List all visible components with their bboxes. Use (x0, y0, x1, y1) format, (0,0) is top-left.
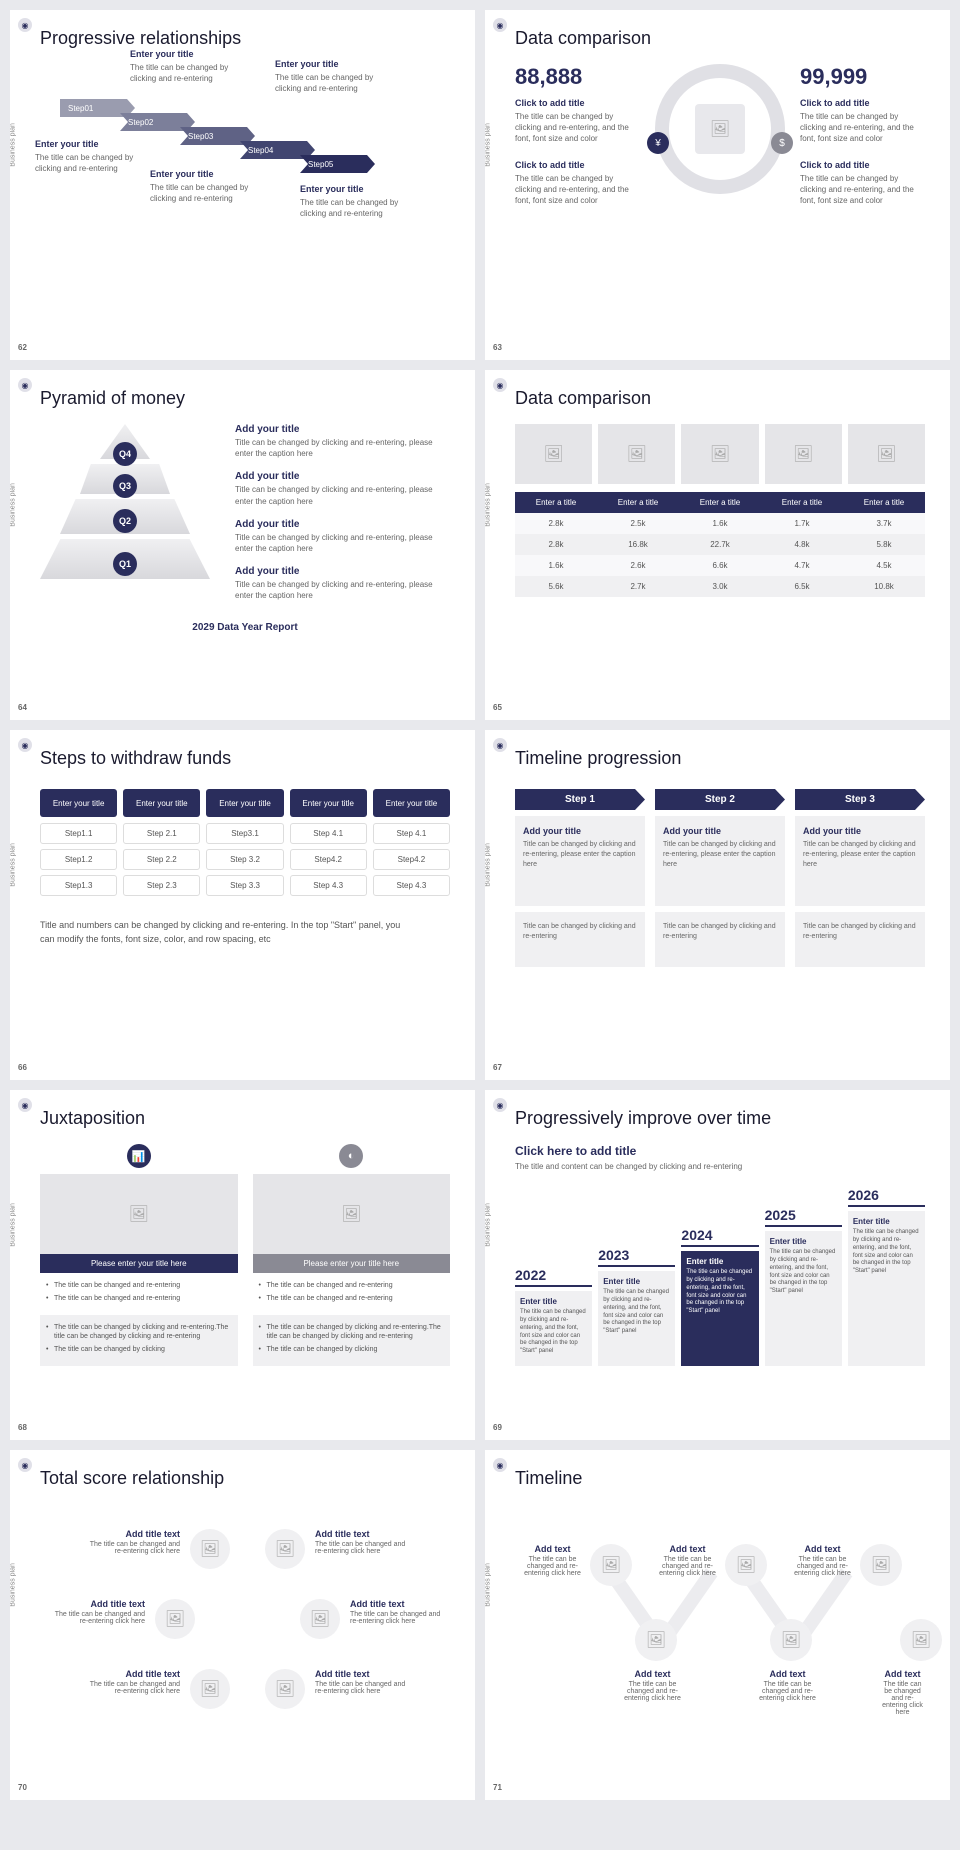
hexagon-diagram: 🖼 🖼 🖼 🖼 🖼 🖼 Add title textThe title can … (40, 1504, 450, 1754)
logo-icon: ◉ (18, 738, 32, 752)
page-number: 62 (18, 343, 27, 352)
logo-icon: ◉ (493, 1458, 507, 1472)
image-row: 🖼🖼🖼🖼🖼 (515, 424, 925, 484)
slide-69: ◉ Business plan 69 Progressively improve… (485, 1090, 950, 1440)
logo-icon: ◉ (18, 378, 32, 392)
arrow-chain: Enter your titleThe title can be changed… (40, 69, 450, 189)
logo-icon: ◉ (493, 18, 507, 32)
metric-right: 99,999 (800, 64, 925, 90)
timeline-steps: Step 1Add your titleTitle can be changed… (515, 789, 925, 967)
slide-63: ◉ Business plan 63 Data comparison 88,88… (485, 10, 950, 360)
pyramid-footer: 2029 Data Year Report (40, 622, 450, 633)
slide-65: ◉ Business plan 65 Data comparison 🖼🖼🖼🖼🖼… (485, 370, 950, 720)
footnote: Title and numbers can be changed by clic… (40, 919, 409, 946)
slide-title: Juxtaposition (40, 1108, 450, 1129)
arrow-step: Step05 (300, 155, 375, 173)
slide-title: Steps to withdraw funds (40, 748, 450, 769)
chart-icon: 📊 (127, 1144, 151, 1168)
slide-66: ◉ Business plan 66 Steps to withdraw fun… (10, 730, 475, 1080)
slide-title: Timeline (515, 1468, 925, 1489)
logo-icon: ◉ (18, 1458, 32, 1472)
slide-title: Data comparison (515, 388, 925, 409)
logo-icon: ◉ (18, 18, 32, 32)
slide-title: Progressively improve over time (515, 1108, 925, 1129)
slide-title: Pyramid of money (40, 388, 450, 409)
slide-68: ◉ Business plan 68 Juxtaposition 📊 🖼 Ple… (10, 1090, 475, 1440)
image-placeholder-icon: 🖼 (695, 104, 745, 154)
sidebar-label: Business plan (10, 123, 17, 167)
juxtaposition: 📊 🖼 Please enter your title here The tit… (40, 1144, 450, 1366)
year-progression: 2022Enter titleThe title can be changed … (515, 1187, 925, 1366)
slide-title: Timeline progression (515, 748, 925, 769)
data-table: Enter a titleEnter a titleEnter a titleE… (515, 492, 925, 597)
image-placeholder-icon: 🖼 (40, 1174, 238, 1254)
metric-left: 88,888 (515, 64, 640, 90)
logo-icon: ◉ (493, 738, 507, 752)
slide-title: Progressive relationships (40, 28, 450, 49)
pyramid-chart: Q4 Q3 Q2 Q1 (40, 424, 210, 614)
logo-icon: ◉ (493, 378, 507, 392)
clock-icon: ◐ (339, 1144, 363, 1168)
image-placeholder-icon: 🖼 (253, 1174, 451, 1254)
slide-title: Total score relationship (40, 1468, 450, 1489)
slide-62: ◉ Business plan 62 Progressive relations… (10, 10, 475, 360)
badge-icon: ¥ (647, 132, 669, 154)
logo-icon: ◉ (493, 1098, 507, 1112)
slide-title: Data comparison (515, 28, 925, 49)
zigzag-timeline: 🖼 🖼 🖼 🖼 🖼 🖼 Add textThe title can be cha… (515, 1509, 925, 1749)
slide-64: ◉ Business plan 64 Pyramid of money Q4 Q… (10, 370, 475, 720)
donut-chart: 🖼 ¥ $ (655, 64, 785, 194)
logo-icon: ◉ (18, 1098, 32, 1112)
slide-70: ◉ Business plan 70 Total score relations… (10, 1450, 475, 1800)
slide-67: ◉ Business plan 67 Timeline progression … (485, 730, 950, 1080)
slide-71: ◉ Business plan 71 Timeline 🖼 🖼 🖼 🖼 🖼 🖼 … (485, 1450, 950, 1800)
badge-icon: $ (771, 132, 793, 154)
step-columns: Enter your titleStep1.1Step1.2Step1.3 En… (40, 789, 450, 901)
